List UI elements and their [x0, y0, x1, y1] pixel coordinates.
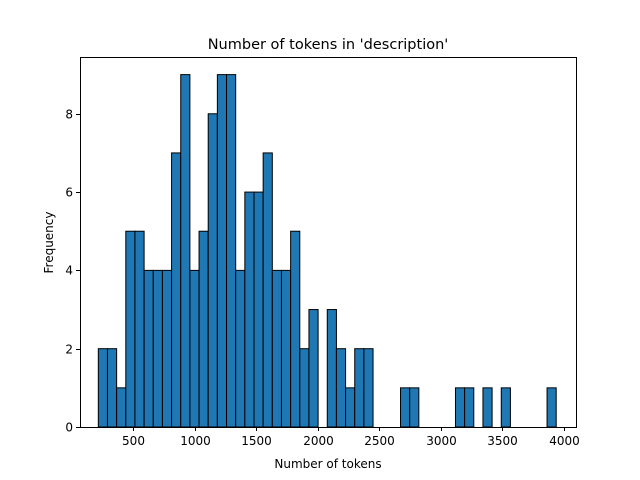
y-tick-label: 4: [65, 264, 73, 278]
histogram-bar: [280, 269, 292, 428]
histogram-bar: [143, 269, 154, 428]
histogram-bar: [335, 348, 347, 428]
histogram-bar: [125, 230, 136, 428]
histogram-bar: [354, 348, 365, 428]
bars-group: [97, 74, 557, 428]
histogram-bar: [271, 269, 282, 428]
histogram-bar: [171, 152, 182, 428]
histogram-bar: [482, 387, 493, 428]
histogram-bar: [262, 152, 273, 428]
histogram-bar: [253, 191, 264, 428]
histogram-bar: [216, 74, 228, 428]
histogram-bar: [290, 230, 301, 428]
x-tick-label: 500: [122, 434, 145, 448]
histogram-bar: [116, 387, 127, 428]
histogram-bar: [409, 387, 420, 428]
x-axis: 500 1000 1500 2000 2500 3000 3500 4000: [122, 427, 580, 448]
x-tick-label: 4000: [549, 434, 580, 448]
histogram-bar: [454, 387, 466, 428]
x-tick-label: 3000: [426, 434, 457, 448]
histogram-bar: [345, 387, 356, 428]
y-tick-label: 6: [65, 186, 73, 200]
histogram-bar: [363, 348, 374, 428]
y-axis-label: Frequency: [42, 212, 56, 274]
histogram-bar: [207, 113, 218, 428]
histogram-bar: [244, 191, 255, 428]
x-tick-label: 1500: [241, 434, 272, 448]
histogram-bar: [464, 387, 475, 428]
y-axis: 0 2 4 6 8: [65, 108, 80, 435]
histogram-bar: [299, 348, 310, 428]
histogram-bar: [134, 230, 145, 428]
x-tick-label: 3500: [487, 434, 518, 448]
y-tick-label: 2: [65, 343, 73, 357]
histogram-bar: [198, 230, 209, 428]
x-axis-label: Number of tokens: [274, 457, 381, 471]
x-tick-label: 2500: [364, 434, 395, 448]
histogram-bar: [161, 269, 173, 428]
y-tick-label: 8: [65, 108, 73, 122]
histogram-bar: [226, 74, 237, 428]
histogram-bar: [308, 309, 319, 428]
histogram-bar: [97, 348, 108, 428]
histogram-bar: [189, 269, 200, 428]
chart-title: Number of tokens in 'description': [208, 37, 449, 53]
histogram-bar: [546, 387, 557, 428]
histogram-bar: [326, 309, 337, 428]
histogram-bar: [235, 269, 246, 428]
y-tick-label: 0: [65, 421, 73, 435]
histogram-bar: [180, 74, 191, 428]
histogram-bar: [106, 348, 118, 428]
x-tick-label: 2000: [303, 434, 334, 448]
histogram-bar: [400, 387, 411, 428]
plot-frame: [80, 57, 577, 428]
histogram-bar: [500, 387, 511, 428]
histogram-bar: [152, 269, 163, 428]
x-tick-label: 1000: [180, 434, 211, 448]
